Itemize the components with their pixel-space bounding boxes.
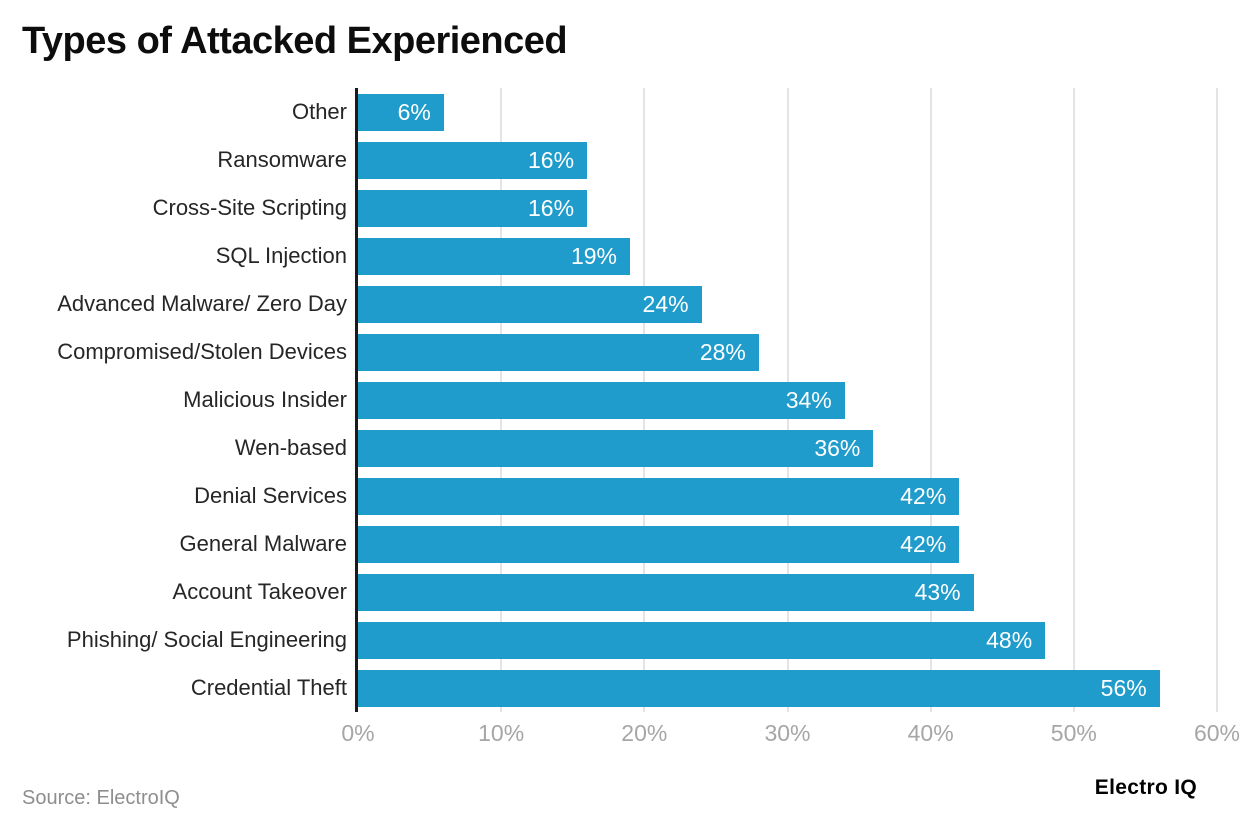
bar: 28%: [358, 333, 759, 371]
bar-row: SQL Injection 19%: [0, 232, 1217, 280]
bar: 16%: [358, 189, 588, 227]
category-label: Denial Services: [194, 483, 347, 508]
chart-title: Types of Attacked Experienced: [22, 20, 568, 62]
bar: 36%: [358, 429, 874, 467]
category-label: Compromised/Stolen Devices: [57, 339, 347, 364]
category-label: Other: [291, 99, 347, 124]
gridline: [1072, 88, 1075, 712]
bar-chart: Other 6% Ransomware 16% Cross-Site Scrip…: [0, 88, 1240, 768]
value-label: 16%: [528, 194, 575, 221]
bar-track: 48%: [358, 621, 1217, 659]
category-label: Ransomware: [217, 147, 347, 172]
y-axis-line: [355, 88, 358, 712]
bar: 16%: [358, 141, 588, 179]
bar-track: 56%: [358, 669, 1217, 707]
bar: 56%: [358, 669, 1160, 707]
bar-track: 16%: [358, 189, 1217, 227]
category-label: Account Takeover: [172, 579, 347, 604]
value-label: 36%: [814, 434, 861, 461]
value-label: 6%: [397, 98, 431, 125]
bar-track: 42%: [358, 477, 1217, 515]
x-tick-label: 0%: [341, 720, 375, 746]
bar-row: Compromised/Stolen Devices 28%: [0, 328, 1217, 376]
x-tick-label: 60%: [1193, 720, 1240, 746]
bar: 24%: [358, 285, 702, 323]
bar-row: Cross-Site Scripting 16%: [0, 184, 1217, 232]
bar-row: Advanced Malware/ Zero Day 24%: [0, 280, 1217, 328]
bar: 6%: [358, 93, 444, 131]
bar: 48%: [358, 621, 1046, 659]
x-tick-label: 30%: [764, 720, 811, 746]
gridline: [929, 88, 932, 712]
bar-row: Account Takeover 43%: [0, 568, 1217, 616]
bar-track: 19%: [358, 237, 1217, 275]
gridline: [1216, 88, 1218, 712]
bar-row: Phishing/ Social Engineering 48%: [0, 616, 1217, 664]
category-label: Credential Theft: [190, 675, 347, 700]
value-label: 42%: [900, 482, 947, 509]
x-tick-label: 10%: [478, 720, 525, 746]
bar-row: Malicious Insider 34%: [0, 376, 1217, 424]
bar-track: 34%: [358, 381, 1217, 419]
x-tick-label: 40%: [907, 720, 954, 746]
bar-row: General Malware 42%: [0, 520, 1217, 568]
value-label: 24%: [642, 290, 689, 317]
value-label: 43%: [914, 578, 961, 605]
bar-track: 16%: [358, 141, 1217, 179]
bar-row: Other 6%: [0, 88, 1217, 136]
bar-row: Ransomware 16%: [0, 136, 1217, 184]
bar-rows: Other 6% Ransomware 16% Cross-Site Scrip…: [0, 88, 1217, 712]
brand-logo: Electro IQ: [1094, 776, 1197, 799]
category-label: SQL Injection: [215, 243, 347, 268]
value-label: 28%: [699, 338, 746, 365]
bar: 42%: [358, 477, 960, 515]
x-tick-label: 20%: [621, 720, 668, 746]
category-label: Wen-based: [234, 435, 347, 460]
x-tick-label: 50%: [1050, 720, 1097, 746]
category-label: Phishing/ Social Engineering: [66, 627, 347, 652]
category-label: Advanced Malware/ Zero Day: [57, 291, 347, 316]
category-label: Cross-Site Scripting: [152, 195, 347, 220]
bar: 19%: [358, 237, 631, 275]
value-label: 56%: [1100, 674, 1147, 701]
value-label: 16%: [528, 146, 575, 173]
bar-track: 6%: [358, 93, 1217, 131]
bar-track: 43%: [358, 573, 1217, 611]
value-label: 19%: [570, 242, 618, 269]
bar-track: 28%: [358, 333, 1217, 371]
bar-track: 24%: [358, 285, 1217, 323]
category-label: Malicious Insider: [183, 387, 347, 412]
source-note: Source: ElectroIQ: [22, 787, 180, 809]
bar-track: 36%: [358, 429, 1217, 467]
value-label: 34%: [785, 386, 832, 413]
bar: 43%: [358, 573, 974, 611]
category-label: General Malware: [179, 531, 347, 556]
bar-row: Denial Services 42%: [0, 472, 1217, 520]
bar-row: Wen-based 36%: [0, 424, 1217, 472]
value-label: 48%: [986, 626, 1033, 653]
bar-row: Credential Theft 56%: [0, 664, 1217, 712]
bar: 34%: [358, 381, 845, 419]
x-axis: 0% 10% 20% 30% 40% 50% 60%: [341, 718, 1240, 752]
bar-track: 42%: [358, 525, 1217, 563]
bar: 42%: [358, 525, 960, 563]
value-label: 42%: [900, 530, 947, 557]
